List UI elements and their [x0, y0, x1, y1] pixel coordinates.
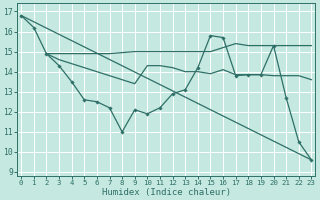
- X-axis label: Humidex (Indice chaleur): Humidex (Indice chaleur): [102, 188, 231, 197]
